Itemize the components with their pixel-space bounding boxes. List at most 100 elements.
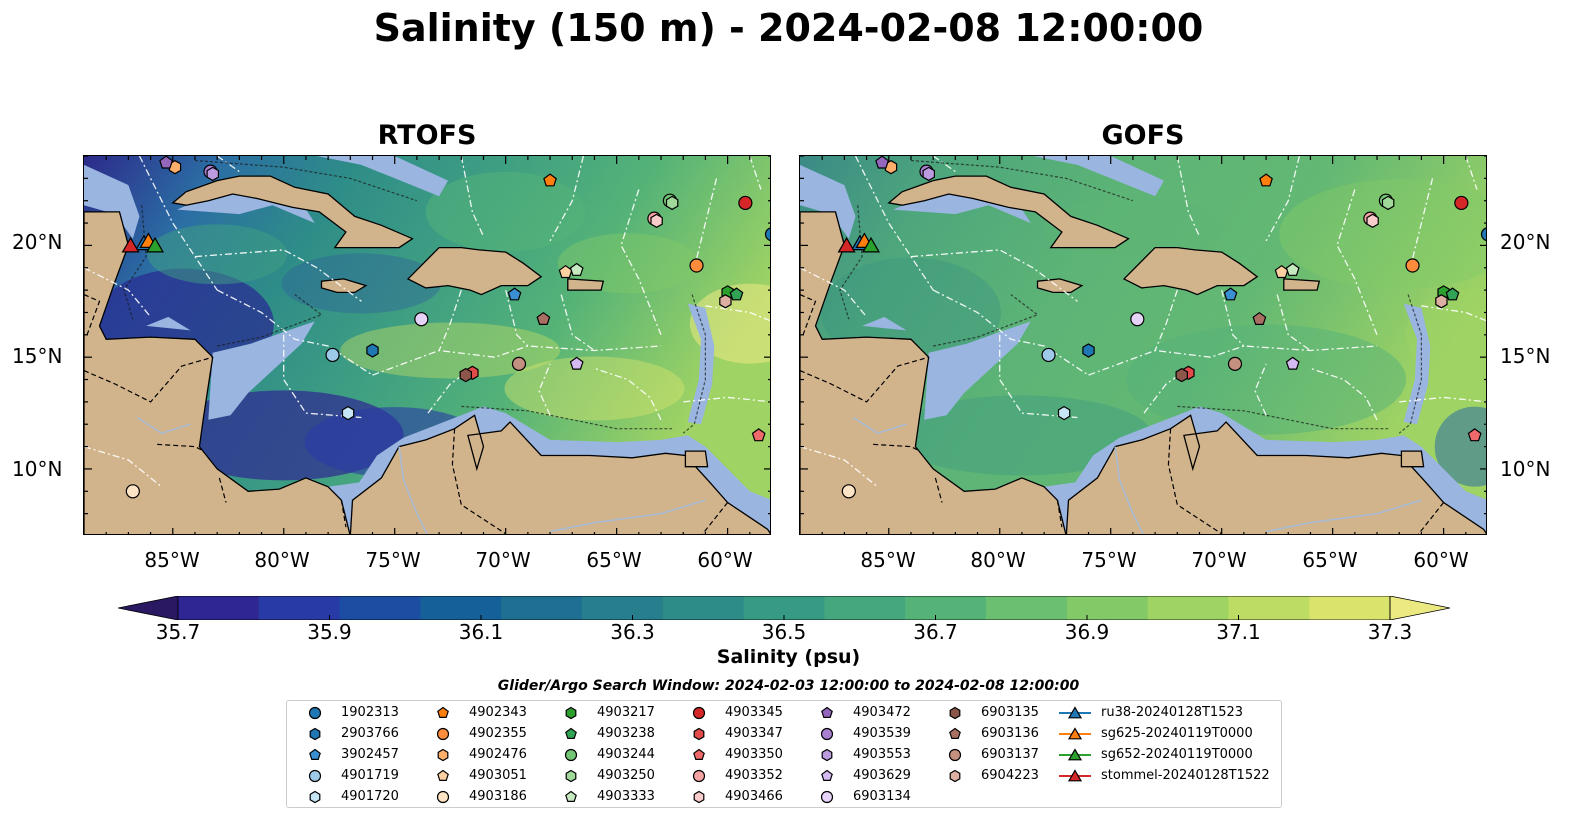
colorbar-segment (1309, 596, 1391, 620)
obs-marker-4903333[interactable] (1285, 262, 1300, 276)
colorbar-segment (1066, 596, 1149, 620)
obs-marker-4903629[interactable] (569, 356, 584, 370)
obs-marker-4903350[interactable] (751, 428, 766, 442)
legend-label: 4903238 (597, 726, 655, 741)
obs-marker-4903350[interactable] (1467, 428, 1482, 442)
legend-label: 6903136 (981, 726, 1039, 741)
legend-marker-pentagon-icon (309, 748, 321, 760)
obs-marker-1902313[interactable] (1480, 227, 1488, 242)
obs-marker-4901719[interactable] (1041, 347, 1056, 363)
legend-label: 4901720 (341, 789, 399, 804)
obs-marker-6903136[interactable] (1252, 311, 1267, 325)
legend-marker-triangle-icon (1059, 706, 1091, 719)
obs-marker-6903135[interactable] (1175, 367, 1188, 383)
legend-marker-hexagon-icon (821, 748, 833, 762)
obs-marker-4903238[interactable] (729, 287, 744, 301)
lon-label: 75°W (365, 548, 421, 572)
colorbar-extend-high (1389, 595, 1451, 621)
obs-marker-4903238[interactable] (1445, 287, 1460, 301)
obs-marker-4903466[interactable] (650, 213, 663, 228)
legend-marker-pentagon-icon (437, 706, 449, 718)
obs-marker-6903135[interactable] (459, 367, 472, 383)
lon-label: 65°W (1302, 548, 1358, 572)
legend-label: 6903137 (981, 747, 1039, 762)
obs-marker-2903766[interactable] (1082, 343, 1095, 358)
obs-marker-stommel-20240128T1522[interactable] (837, 236, 856, 253)
colorbar-segment (420, 596, 502, 620)
obs-marker-3902457[interactable] (1223, 287, 1238, 301)
legend-label: 4903539 (853, 726, 911, 741)
obs-marker-6903137[interactable] (1227, 356, 1243, 371)
obs-marker-4902343[interactable] (1259, 173, 1273, 187)
legend-marker-hexagon-icon (309, 790, 321, 804)
obs-marker-stommel-20240128T1522[interactable] (121, 236, 140, 253)
colorbar-tick-label: 36.5 (761, 620, 807, 644)
legend-label: 4903629 (853, 768, 911, 783)
obs-marker-4903472[interactable] (875, 156, 890, 169)
legend-label: 4903051 (469, 768, 527, 783)
legend-label: 4901719 (341, 768, 399, 783)
colorbar-tick-label: 36.7 (913, 620, 958, 644)
obs-marker-6903136[interactable] (536, 311, 551, 325)
obs-marker-6904223[interactable] (719, 294, 732, 309)
colorbar-graphic (117, 595, 1451, 621)
obs-marker-sg652-20240119T0000[interactable] (862, 236, 881, 253)
obs-marker-4902355[interactable] (1405, 258, 1420, 273)
obs-marker-3902457[interactable] (507, 287, 522, 301)
legend-label: 4902343 (469, 705, 527, 720)
obs-marker-4902343[interactable] (543, 173, 557, 187)
lat-label: 20°N (1500, 230, 1551, 254)
colorbar-segment (662, 596, 745, 620)
legend-marker-triangle-icon (1059, 769, 1091, 782)
obs-marker-6903137[interactable] (511, 356, 527, 371)
legend-marker-circle-icon (564, 748, 578, 762)
lon-label: 60°W (1413, 548, 1469, 572)
legend-marker-circle-icon (436, 727, 450, 741)
search-window-text: Glider/Argo Search Window: 2024-02-03 12… (497, 678, 1080, 694)
legend-marker-triangle-icon (1059, 727, 1091, 740)
obs-marker-4903186[interactable] (125, 484, 140, 499)
obs-marker-4903553[interactable] (206, 166, 219, 182)
obs-marker-4903186[interactable] (841, 484, 856, 499)
obs-marker-4903345[interactable] (1454, 195, 1469, 211)
obs-marker-4903250[interactable] (1381, 195, 1395, 211)
obs-marker-4903472[interactable] (159, 156, 174, 169)
legend-label: stommel-20240128T1522 (1101, 768, 1270, 783)
colorbar-segment (258, 596, 341, 620)
legend-marker-hexagon-icon (565, 706, 577, 720)
colorbar-tick-label: 36.3 (610, 620, 655, 644)
obs-marker-6903134[interactable] (414, 312, 429, 327)
legend-label: 4903553 (853, 747, 911, 762)
obs-marker-6904223[interactable] (1435, 294, 1448, 309)
legend-marker-circle-icon (692, 769, 706, 783)
obs-marker-4903466[interactable] (1366, 213, 1379, 228)
obs-marker-6903134[interactable] (1130, 312, 1145, 327)
obs-marker-4903333[interactable] (569, 262, 584, 276)
obs-marker-sg652-20240119T0000[interactable] (146, 236, 165, 253)
legend-label: 6904223 (981, 768, 1039, 783)
legend-marker-hexagon-icon (309, 727, 321, 741)
legend-label: 4903472 (853, 705, 911, 720)
obs-marker-4901720[interactable] (1057, 405, 1071, 421)
legend-label: 4902355 (469, 726, 527, 741)
obs-marker-4903553[interactable] (922, 166, 935, 182)
obs-marker-4901719[interactable] (325, 347, 340, 363)
legend-marker-circle-icon (948, 748, 962, 762)
colorbar-tick-label: 35.7 (155, 620, 201, 644)
legend-label: 1902313 (341, 705, 399, 720)
legend-label: sg625-20240119T0000 (1101, 726, 1253, 741)
obs-marker-1902313[interactable] (764, 227, 772, 242)
legend-label: 4903186 (469, 789, 527, 804)
obs-marker-4903345[interactable] (738, 195, 753, 211)
obs-marker-2903766[interactable] (366, 343, 379, 358)
obs-marker-4901720[interactable] (341, 405, 355, 421)
legend-marker-hexagon-icon (949, 769, 961, 783)
colorbar-segment (1147, 596, 1229, 620)
lat-label: 10°N (1500, 457, 1551, 481)
lon-label: 85°W (144, 548, 200, 572)
legend-label: 4903250 (597, 768, 655, 783)
obs-marker-4902355[interactable] (689, 258, 704, 273)
obs-marker-4903629[interactable] (1285, 356, 1300, 370)
obs-marker-4903250[interactable] (665, 195, 679, 211)
legend-label: 6903135 (981, 705, 1039, 720)
